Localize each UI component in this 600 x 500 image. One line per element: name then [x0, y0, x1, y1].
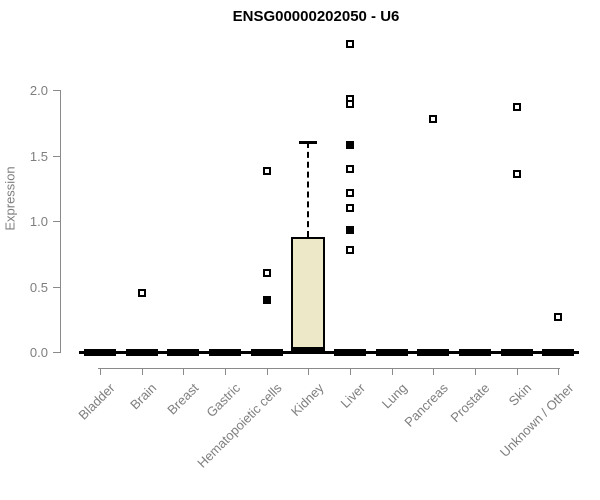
outlier-point	[512, 169, 521, 178]
upper-whisker-cap	[299, 141, 318, 145]
x-axis-tick	[183, 368, 185, 375]
outlier-point	[512, 103, 521, 112]
zero-box-bar	[250, 349, 283, 356]
zero-box-bar	[375, 349, 408, 356]
y-tick-label: 0.0	[29, 345, 48, 360]
zero-box-bar	[333, 349, 366, 356]
x-tick-label: Lung	[378, 380, 410, 412]
x-tick-label: Brain	[127, 380, 160, 413]
zero-box-bar	[167, 349, 200, 356]
median-line	[291, 346, 326, 353]
x-axis-tick	[349, 368, 351, 375]
outlier-point	[345, 203, 354, 212]
outlier-point	[345, 40, 354, 49]
x-axis-tick	[266, 368, 268, 375]
x-tick-label: Breast	[164, 380, 202, 418]
y-tick-label: 0.5	[29, 279, 48, 295]
x-tick-label: Skin	[505, 380, 535, 409]
y-axis-tick	[53, 221, 61, 222]
outlier-point	[345, 226, 354, 235]
x-axis-tick	[308, 368, 310, 375]
x-axis-tick	[141, 368, 143, 375]
outlier-point	[345, 164, 354, 173]
x-tick-label: Liver	[337, 380, 368, 411]
x-axis-tick	[433, 368, 435, 375]
x-axis-tick	[516, 368, 518, 375]
x-tick-label: Prostate	[447, 380, 493, 426]
y-tick-label: 2.0	[29, 83, 48, 98]
zero-box-bar	[84, 349, 116, 356]
zero-box-bar	[125, 349, 158, 356]
zero-box-bar	[542, 349, 575, 356]
outlier-point	[345, 100, 354, 109]
x-axis-tick	[558, 368, 560, 375]
chart-title: ENSG00000202050 - U6	[232, 8, 400, 25]
outlier-point	[262, 167, 271, 176]
zero-box-bar	[417, 349, 450, 356]
zero-box-bar	[500, 349, 533, 356]
outlier-point	[262, 295, 271, 304]
zero-box-bar	[208, 349, 241, 356]
outlier-point	[554, 312, 563, 321]
y-axis-tick	[53, 90, 61, 91]
y-axis-tick	[53, 286, 61, 288]
y-tick-label: 1.0	[29, 214, 48, 229]
outlier-point	[137, 289, 146, 298]
zero-box-bar	[458, 349, 491, 356]
x-tick-label: Bladder	[75, 380, 118, 423]
x-axis-line	[98, 368, 561, 369]
x-tick-label: Gastric	[203, 380, 243, 421]
x-axis-tick	[100, 368, 101, 375]
x-axis-tick	[391, 368, 393, 375]
upper-whisker	[307, 142, 310, 237]
outlier-point	[345, 245, 354, 254]
outlier-point	[345, 141, 354, 150]
y-axis-tick	[53, 352, 61, 353]
x-axis-tick	[474, 368, 476, 375]
y-tick-label: 1.5	[29, 148, 48, 164]
x-tick-label: Unknown / Other	[496, 380, 577, 460]
x-tick-label: Kidney	[287, 380, 327, 420]
x-tick-label: Pancreas	[401, 380, 452, 430]
outlier-point	[429, 114, 438, 123]
box-iqr	[291, 236, 326, 354]
y-axis-tick	[53, 155, 61, 157]
outlier-point	[345, 189, 354, 198]
x-axis-tick	[224, 368, 226, 375]
outlier-point	[262, 269, 271, 278]
